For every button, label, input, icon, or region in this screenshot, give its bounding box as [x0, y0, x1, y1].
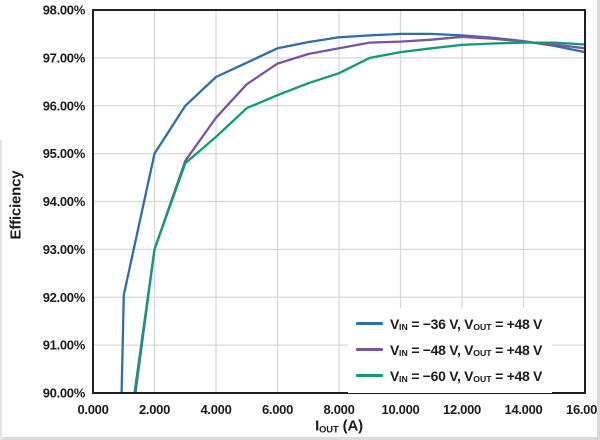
tick-labels: 90.00% 91.00% 92.00% 93.00% 94.00% 95.00% 96.0…: [43, 3, 600, 418]
page-edge-bottom: [0, 437, 600, 440]
plot-border: [92, 9, 586, 394]
legend-label: VIN = −36 V, VOUT = +48 V: [390, 315, 543, 333]
x-tick-label: 2.000: [139, 402, 170, 417]
y-tick-label: 95.00%: [43, 146, 86, 161]
x-tick-label: 4.000: [200, 402, 231, 417]
x-axis-label-symbol: I: [315, 417, 320, 435]
y-tick-label: 90.00%: [43, 386, 86, 401]
legend-swatch-vin-60: [356, 374, 383, 377]
legend: VIN = −36 V, VOUT = +48 V VIN = −48 V, VO…: [348, 308, 553, 393]
x-tick-label: 0.000: [77, 402, 108, 417]
page-edge-left: [0, 140, 2, 440]
x-tick-label: 10.000: [382, 402, 420, 417]
legend-label: VIN = −48 V, VOUT = +48 V: [390, 341, 543, 359]
series-line-vin-48: [134, 35, 586, 394]
y-tick-label: 93.00%: [43, 242, 86, 257]
legend-item-vin-36: VIN = −36 V, VOUT = +48 V: [356, 311, 542, 336]
y-tick-label: 98.00%: [43, 3, 86, 18]
gridlines: [93, 10, 585, 393]
y-axis-label: Efficiency: [8, 171, 25, 240]
y-tick-label: 91.00%: [43, 338, 86, 353]
legend-item-vin-60: VIN = −60 V, VOUT = +48 V: [356, 363, 542, 388]
y-tick-label: 97.00%: [43, 50, 86, 65]
x-tick-label: 14.000: [505, 402, 543, 417]
x-tick-label: 12.000: [443, 402, 481, 417]
y-axis-label-text: Efficiency: [7, 170, 25, 240]
x-tick-label: 16.000: [566, 402, 600, 417]
legend-label: VIN = −60 V, VOUT = +48 V: [390, 367, 543, 385]
x-axis-label: IOUT (A): [315, 418, 363, 435]
y-tick-label: 92.00%: [43, 290, 86, 305]
x-axis-label-subscript: OUT: [319, 424, 339, 435]
series-line-vin-60: [133, 41, 586, 394]
x-tick-label: 6.000: [262, 402, 293, 417]
y-tick-label: 96.00%: [43, 98, 86, 113]
legend-swatch-vin-36: [356, 322, 383, 325]
x-tick-label: 8.000: [323, 402, 354, 417]
page-edge-right: [597, 0, 600, 440]
legend-item-vin-48: VIN = −48 V, VOUT = +48 V: [356, 337, 542, 362]
x-axis-label-unit: (A): [338, 417, 363, 435]
legend-swatch-vin-48: [356, 348, 383, 351]
y-tick-label: 94.00%: [43, 194, 86, 209]
